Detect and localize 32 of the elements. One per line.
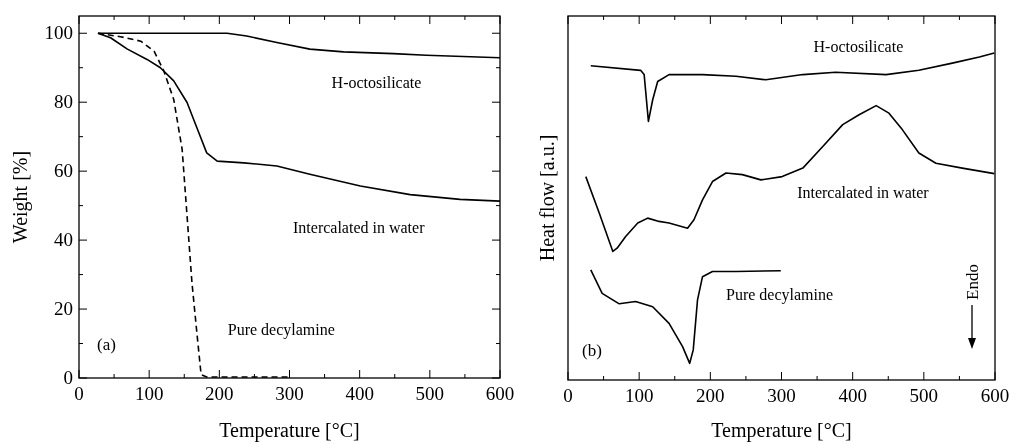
legend-label: H-octosilicate	[813, 38, 904, 56]
x-tick-label: 400	[838, 385, 867, 406]
annotation: (b)	[582, 341, 602, 360]
x-tick-label: 300	[767, 385, 796, 406]
y-tick-label: 80	[54, 91, 73, 113]
x-tick-label: 500	[415, 383, 445, 404]
x-tick-label: 0	[563, 385, 573, 406]
annotation: (a)	[97, 335, 116, 354]
series-label: H-octosilicate	[331, 74, 422, 92]
series-label: Intercalated in water	[293, 219, 426, 237]
x-tick-label: 100	[134, 383, 164, 404]
annotation: Endo	[963, 264, 982, 300]
x-tick-label: 200	[205, 383, 234, 404]
y-tick-label: 40	[54, 229, 73, 251]
x-tick-label: 400	[345, 383, 374, 404]
x-tick-label: 600	[980, 385, 1010, 406]
y-tick-label: 0	[63, 367, 73, 388]
x-tick-label: 300	[275, 383, 304, 404]
series-label: Pure decylamine	[725, 285, 834, 304]
y-tick-label: 20	[54, 298, 73, 320]
series-label: Intercalated in water	[797, 184, 930, 201]
x-tick-label: 200	[696, 385, 725, 406]
x-axis-title: Temperature [°C]	[219, 419, 360, 442]
y-axis-title: Heat flow [a.u.]	[536, 134, 558, 262]
y-tick-label: 100	[44, 22, 73, 44]
x-tick-label: 100	[624, 385, 654, 406]
x-tick-label: 500	[909, 385, 939, 406]
series-label: Pure decylamine	[227, 320, 335, 339]
x-tick-label: 600	[485, 383, 515, 404]
x-axis-title: Temperature [°C]	[711, 419, 852, 442]
y-tick-label: 60	[54, 160, 73, 182]
y-axis-title: Weight [%]	[9, 150, 32, 244]
